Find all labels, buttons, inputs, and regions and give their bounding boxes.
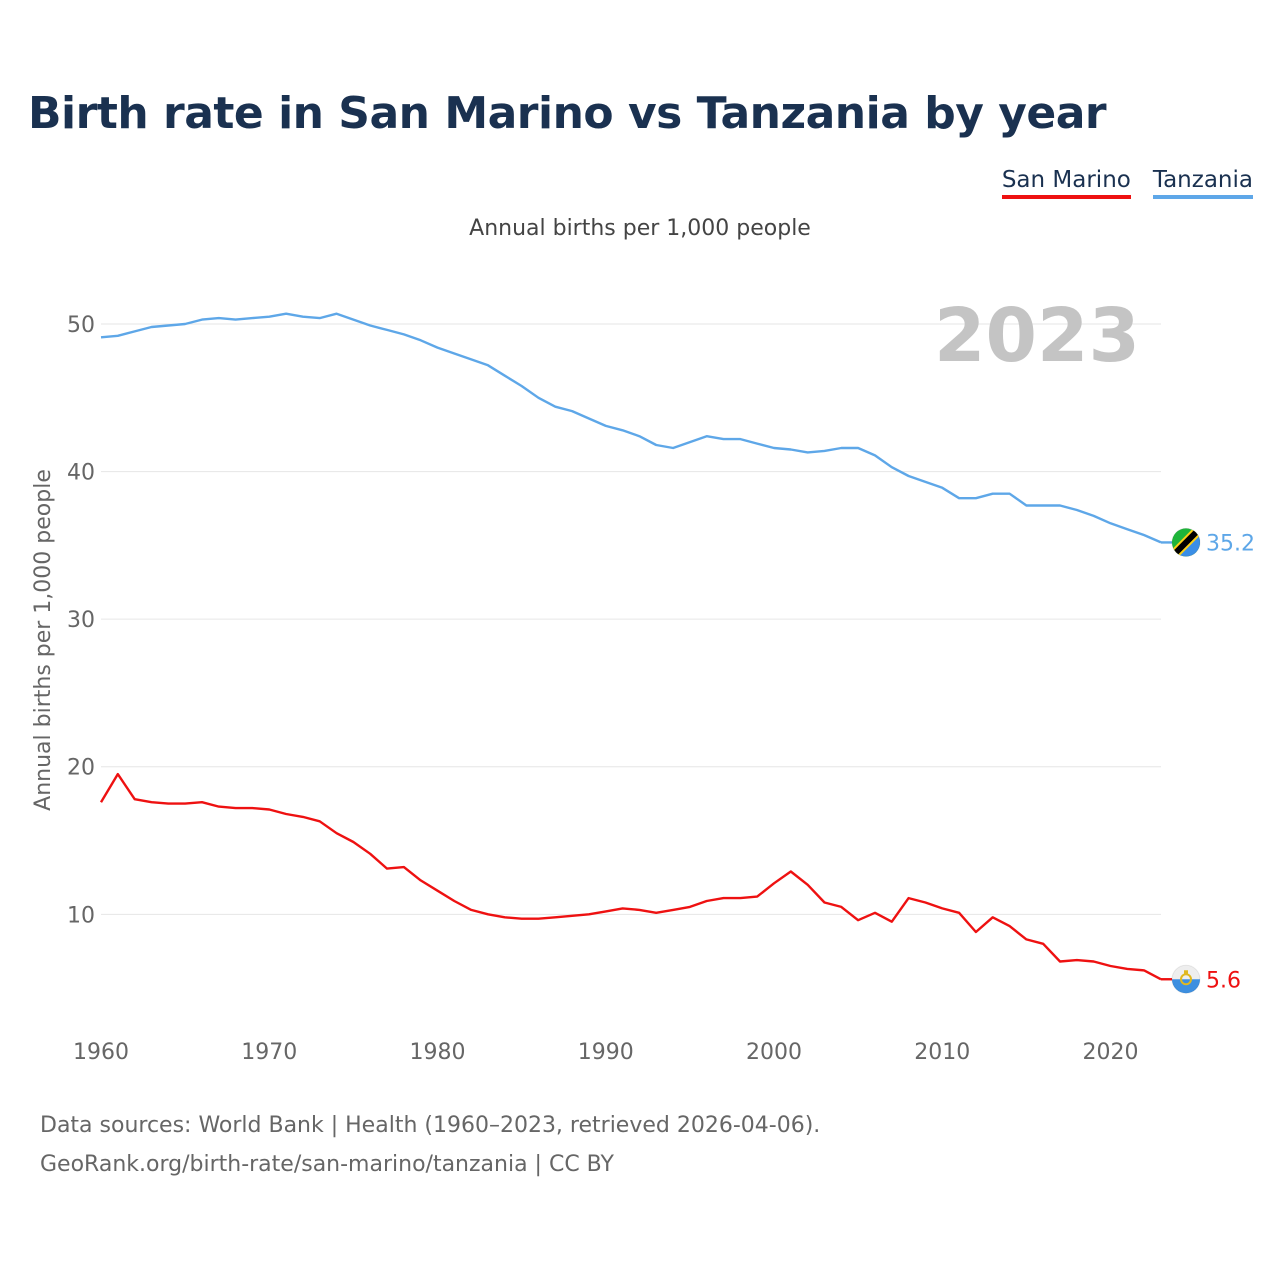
y-tick-label: 30 — [67, 608, 95, 633]
y-tick-label: 10 — [67, 903, 95, 928]
chart-subtitle: Annual births per 1,000 people — [469, 216, 811, 241]
tanzania-flag-icon — [1171, 527, 1201, 557]
y-axis-label: Annual births per 1,000 people — [31, 469, 56, 811]
year-watermark: 2023 — [934, 293, 1140, 379]
x-tick-label: 2010 — [914, 1040, 970, 1065]
series-line-tanzania — [100, 312, 1162, 544]
end-value-label-san-marino: 5.6 — [1206, 968, 1241, 993]
san-marino-flag-icon — [1171, 964, 1201, 994]
end-value-label-tanzania: 35.2 — [1206, 531, 1255, 556]
x-tick-label: 1990 — [578, 1040, 634, 1065]
y-tick-label: 50 — [67, 313, 95, 338]
series-line-san-marino — [99, 772, 1162, 981]
x-tick-label: 1970 — [241, 1040, 297, 1065]
footer: Data sources: World Bank | Health (1960–… — [40, 1106, 820, 1184]
legend: San Marino Tanzania — [1001, 166, 1253, 199]
x-tick-label: 1980 — [410, 1040, 466, 1065]
chart-title: Birth rate in San Marino vs Tanzania by … — [28, 88, 1107, 139]
x-tick-label: 2000 — [746, 1040, 802, 1065]
legend-tanzania[interactable]: Tanzania — [1152, 166, 1253, 199]
line-chart: 2023 Annual births per 1,000 people 1960… — [31, 293, 1255, 1065]
y-tick-label: 20 — [67, 756, 95, 781]
source-link[interactable]: GeoRank.org/birth-rate/san-marino/tanzan… — [40, 1152, 614, 1177]
x-tick-label: 2020 — [1083, 1040, 1139, 1065]
data-source-note: Data sources: World Bank | Health (1960–… — [40, 1113, 821, 1138]
legend-san-marino[interactable]: San Marino — [1001, 166, 1131, 199]
y-tick-label: 40 — [67, 461, 95, 486]
x-tick-label: 1960 — [73, 1040, 129, 1065]
